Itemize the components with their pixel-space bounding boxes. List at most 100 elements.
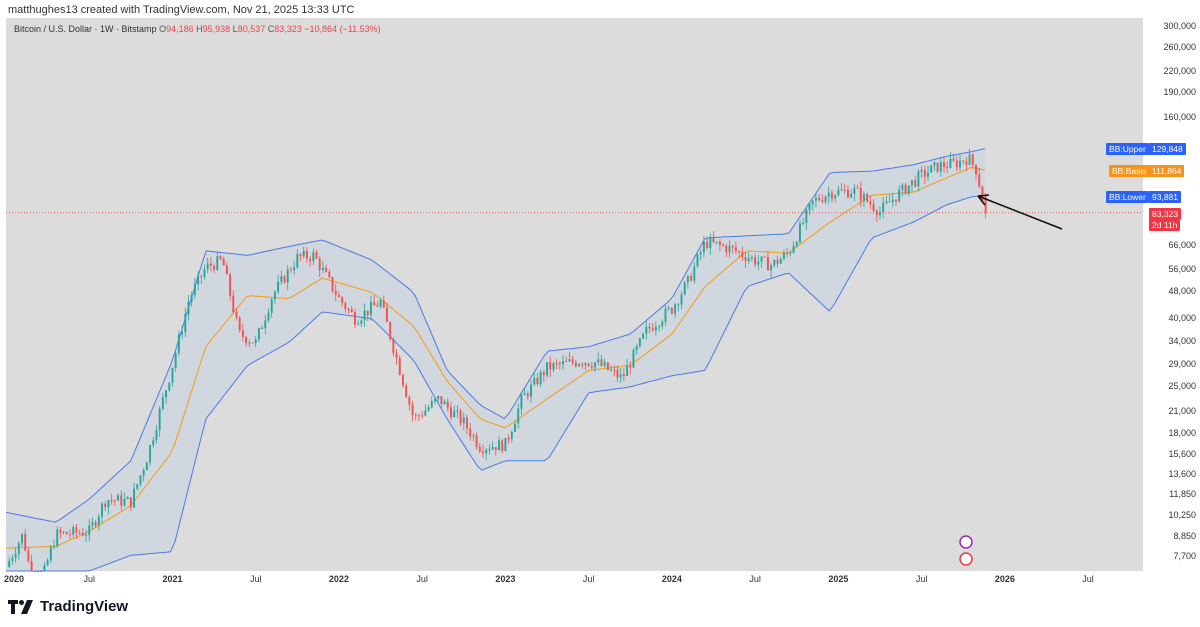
candle-body <box>904 184 907 194</box>
price-tick-label: 34,000 <box>1168 336 1196 347</box>
flag-event-icon <box>959 552 973 566</box>
candle-body <box>363 310 366 321</box>
candle-body <box>485 449 488 454</box>
candle-body <box>718 241 721 245</box>
close-label: C <box>267 24 275 34</box>
bb-basis-value-tag: 111,864 <box>1149 165 1185 177</box>
candle-body <box>56 529 59 547</box>
candle-body <box>168 382 171 391</box>
candle-body <box>802 223 805 225</box>
candle-body <box>523 393 526 395</box>
candle-body <box>546 362 548 376</box>
candle-body <box>430 401 433 408</box>
candle-body <box>895 199 897 202</box>
candle-body <box>190 294 193 302</box>
change-value: −10,864 (−11.53%) <box>304 24 381 34</box>
time-tick-label: 2021 <box>162 574 183 584</box>
close-value: 83,323 <box>274 24 302 34</box>
candle-body <box>830 192 833 199</box>
candle-body <box>859 187 862 201</box>
candle-body <box>33 571 36 572</box>
time-tick-label: 2022 <box>328 574 349 584</box>
candle-body <box>798 223 801 243</box>
candle-body <box>382 300 385 308</box>
symbol-label: Bitcoin / U.S. Dollar · 1W · Bitstamp <box>14 24 157 34</box>
candle-body <box>939 162 942 172</box>
candle-body <box>789 252 792 254</box>
candle-body <box>59 529 62 533</box>
candle-body <box>824 196 827 202</box>
candle-body <box>648 326 651 329</box>
candle-body <box>959 160 961 168</box>
price-axis[interactable]: 300,000 260,000 220,000 190,000 160,000 66,00… <box>1143 18 1200 571</box>
candle-body <box>645 326 648 334</box>
price-tick-label: 40,000 <box>1168 312 1196 323</box>
candle-body <box>795 242 798 246</box>
candle-body <box>568 359 571 362</box>
time-axis[interactable]: 2020 Jul 2021 Jul 2022 Jul 2023 Jul 2024 Jul 2025 J… <box>3 571 1200 589</box>
candle-body <box>347 308 350 310</box>
candle-body <box>366 310 369 315</box>
candle-body <box>738 251 741 253</box>
candle-body <box>466 417 468 429</box>
tradingview-logo[interactable]: TradingView <box>8 598 128 615</box>
bb-lower-value-tag: 93,881 <box>1149 191 1181 203</box>
candle-body <box>277 281 280 292</box>
candle-body <box>65 531 68 535</box>
candle-body <box>517 408 520 424</box>
candle-body <box>133 488 136 508</box>
candle-body <box>315 252 318 259</box>
price-tick-label: 11,850 <box>1169 488 1196 499</box>
candle-body <box>917 171 920 187</box>
high-value: 95,938 <box>202 24 231 34</box>
candle-body <box>722 244 725 246</box>
candle-body <box>280 276 283 282</box>
candle-body <box>299 254 302 257</box>
candle-body <box>225 265 228 275</box>
candle-body <box>654 327 657 331</box>
candle-body <box>261 327 264 329</box>
candle-body <box>606 362 609 370</box>
candle-body <box>952 158 955 161</box>
candle-body <box>674 304 677 314</box>
candle-body <box>264 320 267 328</box>
candle-body <box>216 256 219 270</box>
candle-body <box>638 338 641 347</box>
candle-body <box>594 362 597 368</box>
candle-body <box>782 252 785 259</box>
bb-upper-line <box>5 148 986 523</box>
price-tick-label: 13,600 <box>1168 468 1196 479</box>
candle-body <box>78 532 81 534</box>
time-tick-label: 2026 <box>994 574 1015 584</box>
candle-body <box>875 210 878 216</box>
price-tick-label: 66,000 <box>1168 240 1196 251</box>
price-tick-label: 15,600 <box>1168 449 1196 460</box>
candle-body <box>241 330 244 338</box>
candle-body <box>530 384 532 397</box>
candle-body <box>923 169 926 177</box>
candle-body <box>85 534 87 536</box>
time-tick-label: 2020 <box>3 574 25 584</box>
bb-basis-name-tag: BB:Basis <box>1109 165 1150 177</box>
candle-body <box>450 407 452 417</box>
candle-body <box>437 396 440 400</box>
chart-legend: Bitcoin / U.S. Dollar · 1W · Bitstamp O9… <box>14 24 381 34</box>
price-tick-label: 300,000 <box>1163 21 1196 32</box>
candle-body <box>690 275 693 281</box>
candle-body <box>421 415 424 417</box>
candle-body <box>699 252 702 255</box>
candle-body <box>562 361 564 365</box>
candle-body <box>763 256 766 258</box>
candle-body <box>770 265 773 271</box>
candle-body <box>158 408 161 431</box>
candle-body <box>27 550 30 562</box>
candle-body <box>187 301 190 315</box>
candle-body <box>578 364 581 367</box>
candle-body <box>709 237 712 248</box>
candle-body <box>498 440 500 451</box>
candle-body <box>843 189 846 191</box>
candle-body <box>235 312 238 318</box>
candle-body <box>741 251 744 257</box>
candle-body <box>558 363 561 365</box>
price-tick-label: 260,000 <box>1163 42 1196 53</box>
